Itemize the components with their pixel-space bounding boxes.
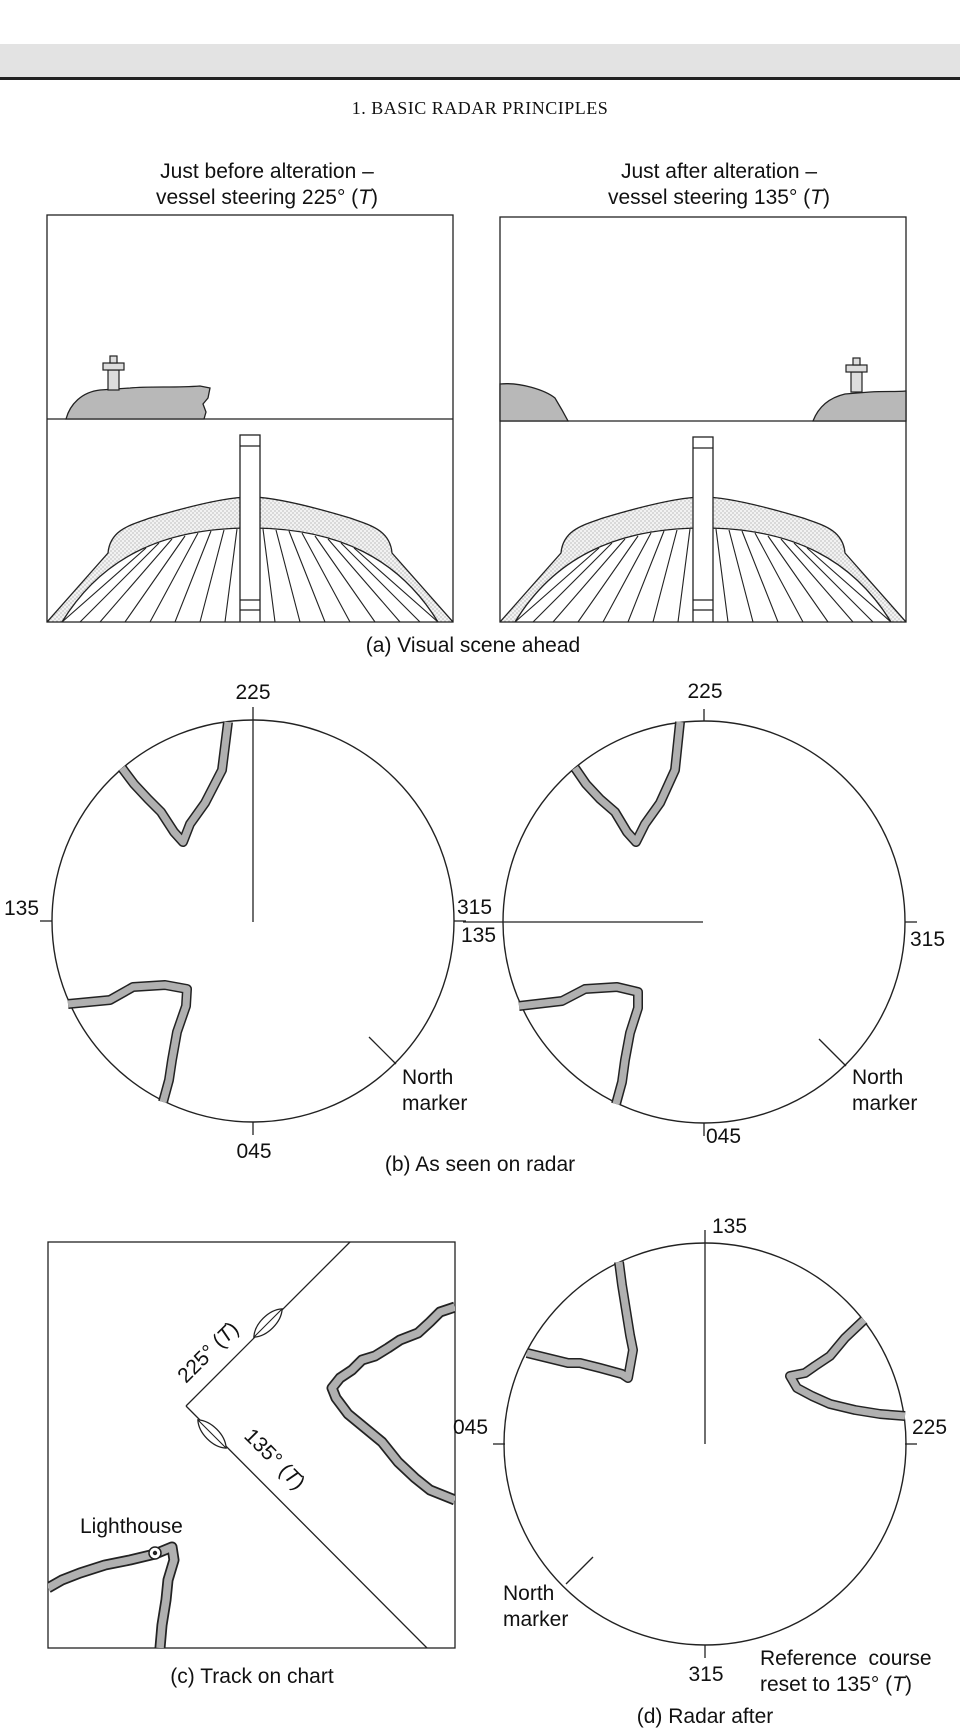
radar-after: 225 135 315 045 North marker [461, 680, 945, 1148]
ship-symbol-135 [197, 1419, 227, 1449]
bearing-label-right: 315 [910, 928, 945, 951]
caption-a: (a) Visual scene ahead [366, 634, 580, 657]
jack-staff [239, 434, 261, 622]
radar-reset: 135 045 225 315 North marker Reference c… [453, 1215, 947, 1728]
headland-with-lighthouse [65, 355, 211, 420]
headland-with-lighthouse [812, 357, 907, 422]
radar-before: 225 135 315 045 North marker [4, 681, 492, 1163]
left-headland [499, 383, 570, 422]
north-marker [818, 1038, 847, 1067]
caption-d: (d) Radar after [637, 1705, 774, 1728]
page-header-band [0, 44, 960, 80]
deck-planks [514, 528, 892, 622]
after-title-line1: Just after alteration – [621, 160, 817, 183]
caption-c: (c) Track on chart [170, 1665, 334, 1688]
north-marker-label-2: marker [503, 1608, 568, 1631]
bearing-label-right: 315 [457, 896, 492, 919]
bearing-label-top: 225 [687, 680, 722, 703]
bearing-label-top: 225 [235, 681, 270, 704]
track-on-chart: 225° (T) 135° (T) Lighthouse (c) Track o… [47, 1241, 456, 1688]
before-title-line1: Just before alteration – [160, 160, 374, 183]
visual-scene-before: Just before alteration – vessel steering… [46, 160, 454, 623]
north-marker-label-1: North [402, 1066, 453, 1089]
bow-deck [47, 434, 453, 622]
north-marker-label-1: North [503, 1582, 554, 1605]
lighthouse-label: Lighthouse [80, 1515, 183, 1538]
north-marker-label-1: North [852, 1066, 903, 1089]
bearing-label-left: 135 [4, 897, 39, 920]
jack-staff [692, 436, 714, 622]
visual-scene-after: Just after alteration – vessel steering … [499, 160, 907, 623]
reset-note-line1: Reference course [760, 1647, 932, 1670]
bow-deck [500, 436, 906, 622]
bearing-label-left: 135 [461, 924, 496, 947]
ship-symbol-225 [253, 1308, 283, 1338]
north-marker [368, 1036, 397, 1065]
caption-b: (b) As seen on radar [385, 1153, 575, 1176]
before-title-line2: vessel steering 225° (T) [156, 186, 378, 209]
reset-note-line2: reset to 135° (T) [760, 1673, 912, 1696]
running-header: 1. BASIC RADAR PRINCIPLES [351, 98, 609, 118]
north-marker-label-2: marker [402, 1092, 467, 1115]
north-marker-label-2: marker [852, 1092, 917, 1115]
bearing-label-bottom: 045 [706, 1125, 741, 1148]
bearing-label-top: 135 [712, 1215, 747, 1238]
after-title-line2: vessel steering 135° (T) [608, 186, 830, 209]
bearing-label-bottom: 045 [236, 1140, 271, 1163]
page-top-margin [0, 0, 960, 44]
bearing-label-bottom: 315 [688, 1663, 723, 1686]
bearing-label-right: 225 [912, 1416, 947, 1439]
bearing-label-left: 045 [453, 1416, 488, 1439]
north-marker [565, 1556, 594, 1585]
